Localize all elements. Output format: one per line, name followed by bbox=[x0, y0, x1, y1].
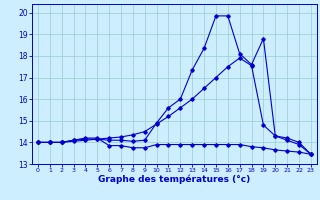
X-axis label: Graphe des températures (°c): Graphe des températures (°c) bbox=[98, 175, 251, 184]
